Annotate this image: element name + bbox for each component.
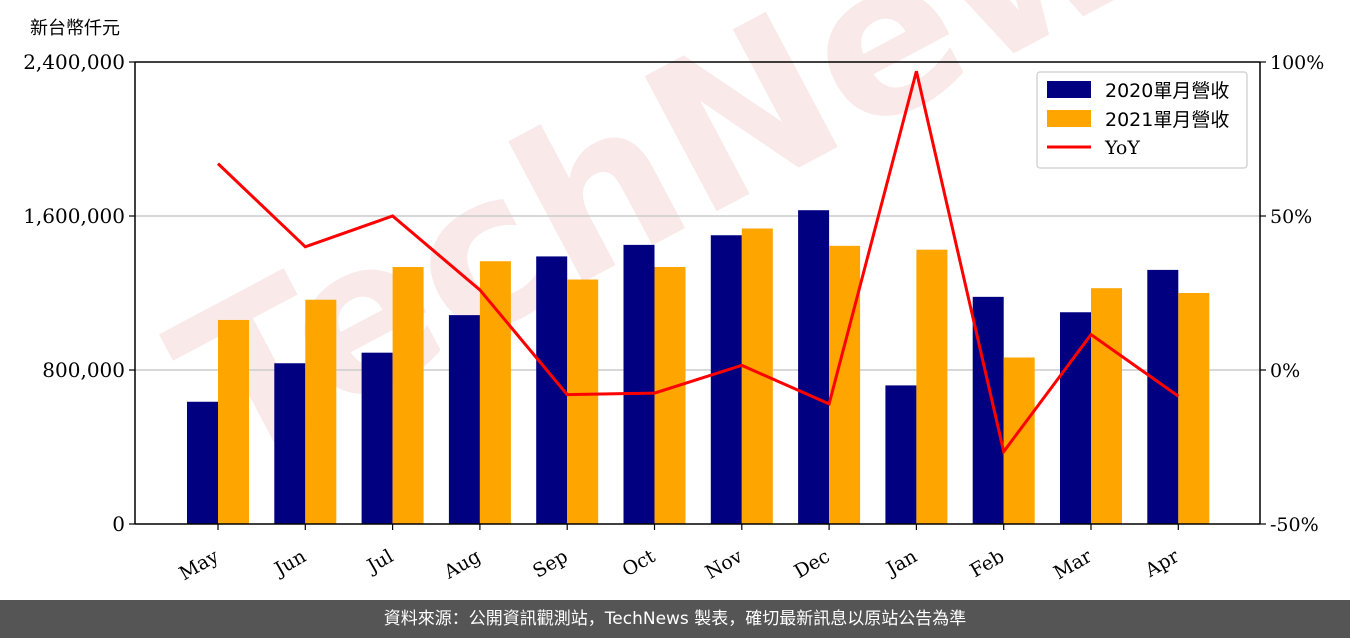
bar-2020-aug (448, 315, 480, 524)
yoy-line (216, 70, 1180, 456)
x-tick-label-sep: Sep (529, 545, 572, 582)
bar-2020-jun (274, 363, 306, 524)
x-tick-label-aug: Aug (440, 545, 485, 584)
x-tick-label-mar: Mar (1050, 545, 1096, 584)
bar-2020-mar (1060, 312, 1091, 524)
source-footer: 資料來源：公開資訊觀測站，TechNews 製表，確切最新訊息以原站公告為準 (0, 600, 1350, 638)
bar-2021-apr (1178, 293, 1210, 524)
y-left-tick-label: 1,600,000 (23, 204, 125, 228)
bar-2020-may (187, 401, 218, 524)
x-tick-label-jun: Jun (269, 545, 310, 581)
y-right-tick-label: 0% (1270, 360, 1300, 382)
y-left-tick-label: 0 (112, 512, 125, 536)
bar-2021-aug (479, 261, 511, 524)
x-tick-label-oct: Oct (619, 545, 660, 581)
y-right-tick-label: 50% (1270, 206, 1312, 228)
legend-label-2020: 2020單月營收 (1105, 80, 1229, 102)
bar-2021-jun (305, 299, 337, 524)
legend-swatch-2020 (1047, 81, 1091, 98)
bar-2020-dec (798, 210, 830, 524)
legend-label-yoy: YoY (1104, 137, 1140, 159)
y-left-tick-label: 2,400,000 (23, 50, 125, 74)
revenue-chart: TechNewsMayJunJulAugSepOctNovDecJanFebMa… (23, 0, 1324, 585)
bar-2021-jul (392, 267, 424, 524)
x-tick-label-jul: Jul (362, 545, 397, 578)
y-right-tick-label: -50% (1270, 514, 1319, 536)
bar-2020-apr (1147, 269, 1179, 524)
x-tick-label-jan: Jan (881, 545, 921, 581)
bar-2020-oct (623, 244, 655, 524)
bar-2021-sep (567, 279, 599, 524)
x-tick-label-apr: Apr (1141, 545, 1184, 582)
x-tick-label-dec: Dec (790, 545, 833, 583)
bar-2020-jul (361, 352, 393, 524)
y-right-tick-label: 100% (1270, 52, 1324, 74)
x-tick-label-feb: Feb (966, 545, 1008, 582)
bar-2021-oct (654, 267, 686, 524)
x-tick-label-nov: Nov (702, 545, 747, 584)
bar-2020-jan (885, 385, 917, 524)
bar-2021-feb (1003, 357, 1035, 524)
bar-2021-may (218, 319, 249, 524)
legend-label-2021: 2021單月營收 (1105, 109, 1229, 131)
x-tick-label-may: May (176, 545, 223, 585)
bar-2021-jan (916, 249, 948, 524)
legend-swatch-2021 (1047, 110, 1091, 127)
bar-2021-mar (1091, 288, 1122, 524)
y-left-tick-label: 800,000 (42, 358, 125, 382)
bar-2020-nov (710, 235, 742, 524)
y-axis-unit-label: 新台幣仟元 (30, 18, 120, 39)
